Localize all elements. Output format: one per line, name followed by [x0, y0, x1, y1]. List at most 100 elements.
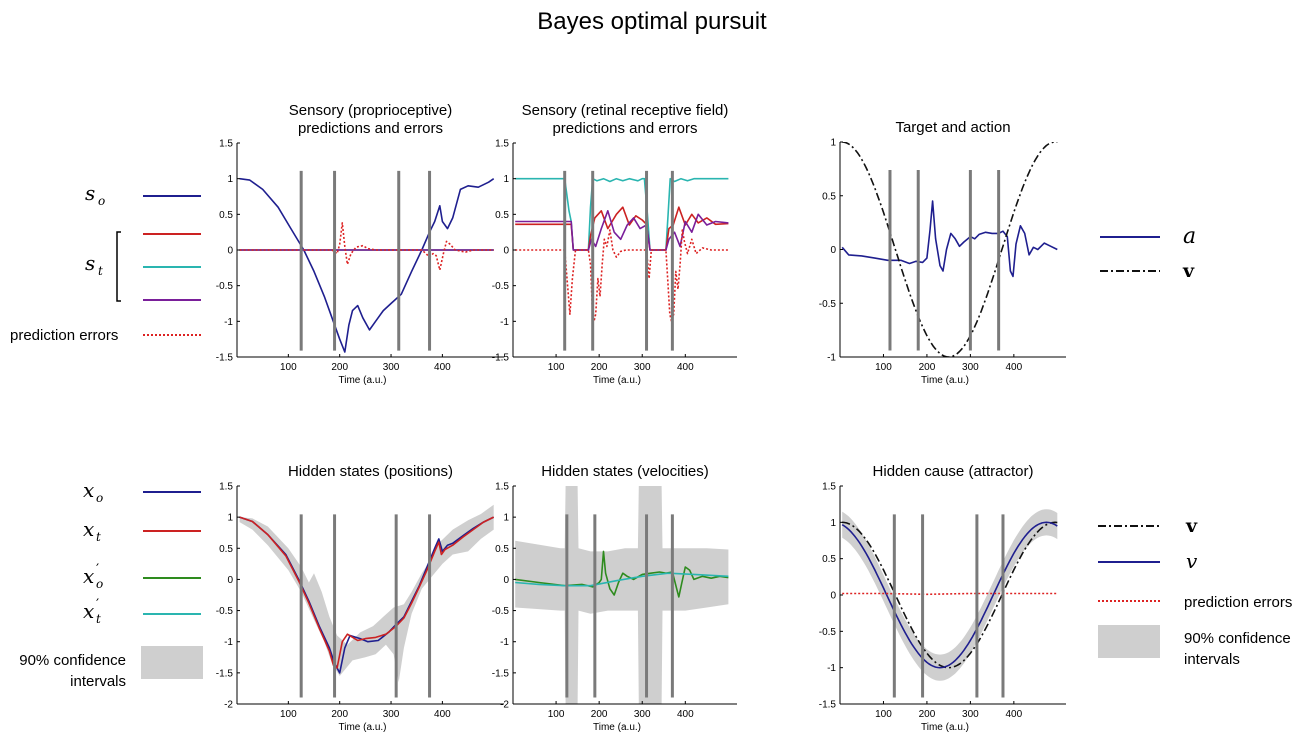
- y-tick-label-p2-6: 1.5: [495, 139, 509, 150]
- x-tick-label-p5-0: 100: [548, 709, 565, 720]
- plot-title-p1-0: Sensory (proprioceptive): [289, 102, 452, 119]
- legend-confidence-2-label-line2: intervals: [1184, 651, 1240, 668]
- y-tick-label-p3-3: 0.5: [822, 191, 836, 202]
- x-tick-label-p4-3: 400: [434, 709, 451, 720]
- x-axis-label-p6: Time (a.u.): [921, 722, 969, 733]
- y-tick-label-p6-2: -0.5: [819, 627, 837, 638]
- x-axis-label-p3: Time (a.u.): [921, 375, 969, 386]
- x-tick-label-p2-2: 300: [634, 362, 651, 373]
- legend-xt-prime-mark: ′: [96, 597, 99, 613]
- legend-confidence-label-line2: intervals: [70, 673, 126, 690]
- y-tick-label-p3-2: 0: [830, 245, 836, 256]
- legend-confidence-swatch: [141, 646, 203, 679]
- y-tick-label-p5-1: -1.5: [492, 668, 510, 679]
- y-tick-label-p1-1: -1: [224, 317, 233, 328]
- y-tick-label-p2-2: -0.5: [492, 281, 510, 292]
- y-tick-label-p6-5: 1: [830, 518, 836, 529]
- legend-so-subscript: o: [98, 194, 105, 208]
- y-tick-label-p2-1: -1: [500, 317, 509, 328]
- y-tick-label-p1-0: -1.5: [216, 353, 234, 364]
- plot-title-p2-0: Sensory (retinal receptive field): [522, 102, 729, 119]
- x-tick-label-p4-2: 300: [383, 709, 400, 720]
- x-axis-label-p1: Time (a.u.): [339, 375, 387, 386]
- legend-confidence-label-line1: 90% confidence: [19, 652, 126, 669]
- legend-xo-symbol: x: [83, 478, 94, 502]
- y-tick-label-p2-3: 0: [503, 246, 509, 257]
- legend-confidence-2-swatch: [1098, 625, 1160, 658]
- plot-p5: -2 -1.5 -1 -0.5 0 0.5 1 1.5 100 200 300 400 Time (a.…: [492, 463, 737, 733]
- x-axis-label-p4: Time (a.u.): [339, 722, 387, 733]
- y-tick-label-p4-5: 0.5: [219, 544, 233, 555]
- y-tick-label-p5-5: 0.5: [495, 544, 509, 555]
- legend-xt-subscript: t: [96, 530, 101, 544]
- confidence-band-p5: [515, 486, 729, 704]
- x-tick-label-p2-3: 400: [677, 362, 694, 373]
- x-tick-label-p3-2: 300: [962, 362, 979, 373]
- plot-p6: -1.5 -1 -0.5 0 0.5 1 1.5 100 200 300 400 Time (a.u.…: [819, 463, 1066, 733]
- x-tick-label-p6-0: 100: [875, 709, 892, 720]
- legend-st-symbol: s: [85, 251, 95, 275]
- series-line-p2-3: [515, 229, 729, 323]
- legend-prediction-errors-label: prediction errors: [10, 327, 118, 344]
- x-axis-label-p2: Time (a.u.): [593, 375, 641, 386]
- series-line-p6-2: [842, 592, 1058, 596]
- legend-st-subscript: t: [98, 264, 103, 278]
- legend-xt-symbol: x: [83, 517, 94, 541]
- legend-v-italic-label: v: [1186, 549, 1198, 573]
- plot-title-p6-0: Hidden cause (attractor): [873, 463, 1034, 480]
- legend-xt-prime-symbol: x: [83, 599, 94, 623]
- y-tick-label-p3-0: -1: [827, 353, 836, 364]
- y-tick-label-p6-4: 0.5: [822, 554, 836, 565]
- legend-xo-prime-subscript: o: [96, 577, 103, 591]
- legend-bottom-left: x o x t x ′ o x ′ t 90% confidence inter…: [19, 478, 203, 690]
- x-tick-label-p2-0: 100: [548, 362, 565, 373]
- y-tick-label-p2-5: 1: [503, 174, 509, 185]
- y-tick-label-p4-7: 1.5: [219, 482, 233, 493]
- y-tick-label-p5-7: 1.5: [495, 482, 509, 493]
- y-tick-label-p5-3: -0.5: [492, 606, 510, 617]
- legend-xo-subscript: o: [96, 491, 103, 505]
- x-tick-label-p5-3: 400: [677, 709, 694, 720]
- y-tick-label-p2-0: -1.5: [492, 353, 510, 364]
- y-tick-label-p1-4: 0.5: [219, 210, 233, 221]
- y-tick-label-p1-5: 1: [227, 174, 233, 185]
- series-line-p3-1: [842, 142, 1058, 357]
- x-tick-label-p4-0: 100: [280, 709, 297, 720]
- x-tick-label-p6-1: 200: [919, 709, 936, 720]
- x-tick-label-p1-3: 400: [434, 362, 451, 373]
- series-line-p2-0: [515, 177, 729, 251]
- y-tick-label-p6-6: 1.5: [822, 482, 836, 493]
- plot-p3: -1 -0.5 0 0.5 1 100 200 300 400 Time (a.u.) Target…: [819, 119, 1066, 386]
- series-line-p1-4: [239, 222, 494, 271]
- y-tick-label-p4-3: -0.5: [216, 606, 234, 617]
- y-tick-label-p4-4: 0: [227, 575, 233, 586]
- y-tick-label-p4-2: -1: [224, 637, 233, 648]
- legend-top-left: s o s t prediction errors: [10, 181, 201, 344]
- y-tick-label-p4-6: 1: [227, 513, 233, 524]
- legend-st-bracket: [116, 231, 121, 302]
- legend-v-label: v: [1182, 260, 1195, 282]
- x-tick-label-p6-2: 300: [962, 709, 979, 720]
- plot-p2: -1.5 -1 -0.5 0 0.5 1 1.5 100 200 300 400 Time (a.u.…: [492, 102, 737, 386]
- y-tick-label-p6-1: -1: [827, 663, 836, 674]
- series-line-p2-2: [515, 210, 729, 251]
- legend-top-right: a v: [1100, 224, 1196, 282]
- x-tick-label-p5-2: 300: [634, 709, 651, 720]
- y-tick-label-p6-0: -1.5: [819, 700, 837, 711]
- plot-p4: -2 -1.5 -1 -0.5 0 0.5 1 1.5 100 200 300 400 Time (a.…: [216, 463, 504, 733]
- plot-title-p4-0: Hidden states (positions): [288, 463, 453, 480]
- x-tick-label-p4-1: 200: [331, 709, 348, 720]
- confidence-band-p6: [842, 509, 1058, 681]
- x-tick-label-p3-0: 100: [875, 362, 892, 373]
- x-tick-label-p3-1: 200: [919, 362, 936, 373]
- y-tick-label-p5-2: -1: [500, 637, 509, 648]
- series-line-p6-0: [842, 521, 1058, 669]
- plot-title-p5-0: Hidden states (velocities): [541, 463, 709, 480]
- x-tick-label-p1-2: 300: [383, 362, 400, 373]
- y-tick-label-p5-0: -2: [500, 700, 509, 711]
- figure-title: Bayes optimal pursuit: [537, 8, 767, 35]
- y-tick-label-p6-3: 0: [830, 591, 836, 602]
- plot-title-p1-1: predictions and errors: [298, 120, 443, 137]
